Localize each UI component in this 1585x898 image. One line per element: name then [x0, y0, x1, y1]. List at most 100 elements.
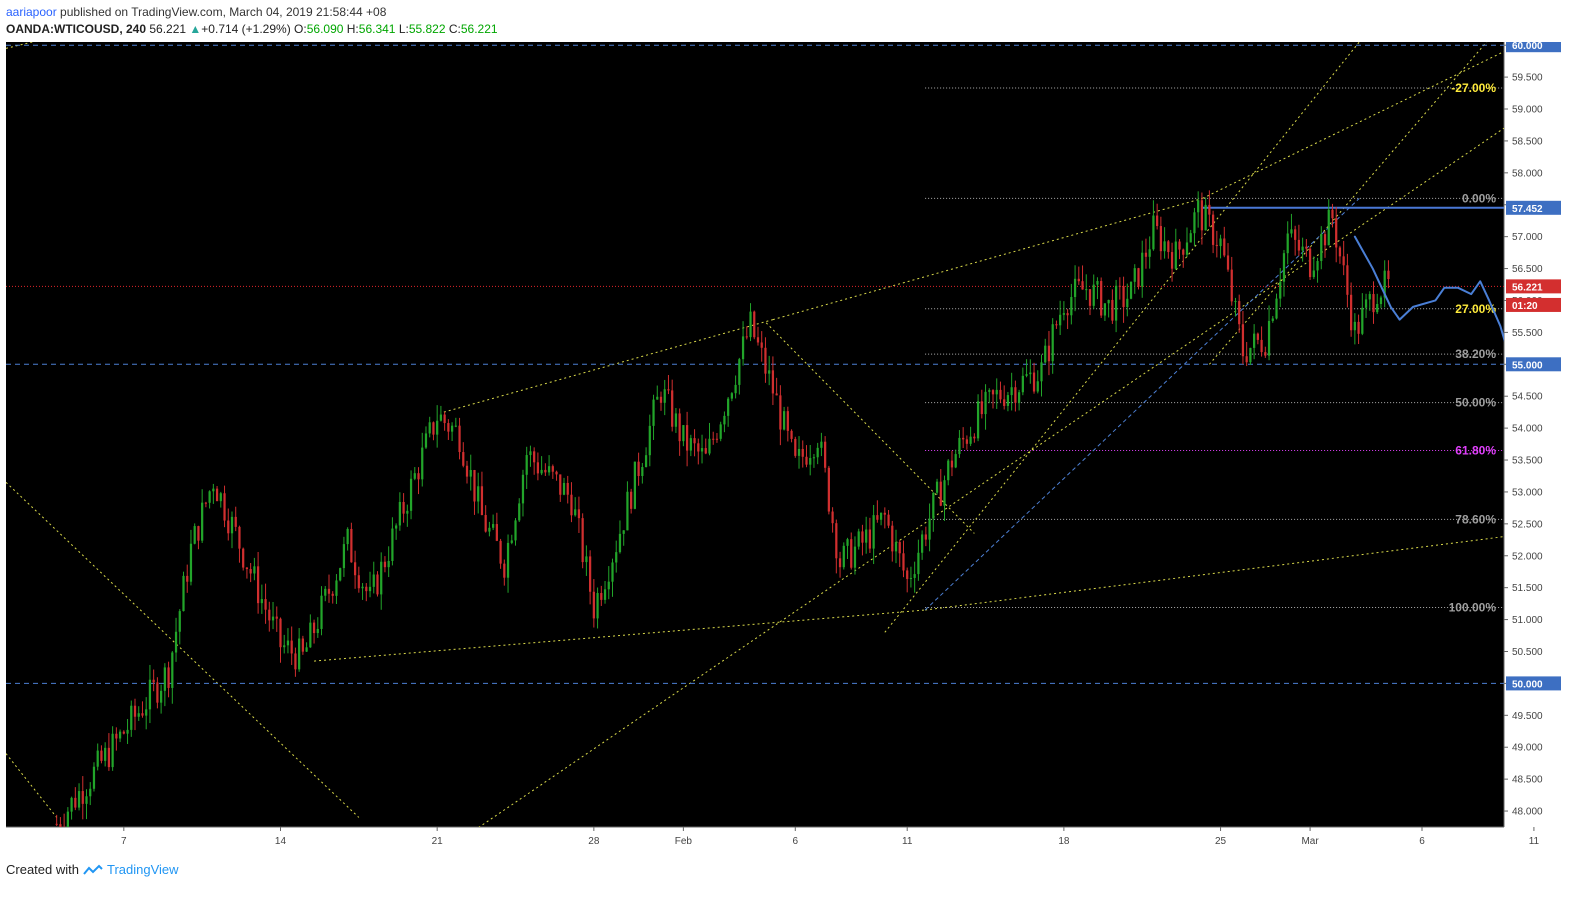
- candle-body: [249, 569, 252, 574]
- candle-body: [421, 447, 424, 480]
- candle-body: [756, 337, 760, 343]
- fib-trend-line: [924, 197, 1360, 611]
- candle-body: [723, 415, 726, 425]
- candle-body: [346, 528, 349, 545]
- candle-body: [253, 566, 256, 574]
- candle-body: [301, 638, 304, 652]
- candle-body: [454, 425, 457, 427]
- candle-body: [857, 531, 860, 547]
- trend-line: [6, 42, 35, 49]
- candle-body: [663, 389, 666, 403]
- candle-body: [327, 588, 331, 594]
- candle-body: [1047, 345, 1051, 362]
- chart-container[interactable]: 60.00059.50059.00058.50058.00057.50057.0…: [0, 38, 1563, 854]
- created-with-label: Created with: [6, 862, 79, 877]
- candle-body: [924, 534, 927, 540]
- y-tick-label: 48.500: [1512, 775, 1543, 786]
- candle-body: [294, 653, 297, 670]
- candle-body: [495, 524, 498, 541]
- candle-body: [965, 439, 969, 444]
- candle-body: [1044, 345, 1047, 363]
- candle-body: [891, 525, 894, 552]
- candle-body: [320, 595, 323, 629]
- candle-body: [227, 520, 230, 534]
- close-label: C:: [448, 22, 461, 36]
- price-marker-label: 55.000: [1512, 360, 1543, 371]
- candle-body: [1312, 270, 1315, 278]
- tradingview-brand[interactable]: TradingView: [106, 862, 179, 877]
- candle-body: [230, 516, 234, 534]
- candle-body: [242, 548, 245, 568]
- candle-body: [779, 395, 782, 430]
- candle-body: [1323, 234, 1327, 246]
- x-tick-label: 6: [793, 836, 799, 847]
- last-price: 56.221: [149, 22, 187, 36]
- candle-body: [1193, 212, 1196, 234]
- candle-body: [1025, 374, 1028, 376]
- candle-body: [152, 679, 155, 683]
- candle-body: [283, 645, 286, 648]
- candle-body: [1271, 318, 1274, 321]
- candle-body: [577, 509, 581, 519]
- candle-body: [853, 546, 857, 568]
- candle-body: [186, 575, 189, 582]
- candle-body: [521, 474, 525, 504]
- candle-body: [96, 750, 99, 767]
- candle-body: [376, 574, 379, 595]
- candle-body: [443, 414, 446, 424]
- candle-body: [219, 493, 222, 502]
- candle-body: [1055, 324, 1058, 326]
- candle-body: [771, 370, 775, 394]
- y-tick-label: 59.000: [1512, 105, 1543, 116]
- candle-body: [223, 493, 226, 521]
- candle-body: [1107, 299, 1110, 304]
- candle-body: [137, 713, 140, 717]
- candle-body: [585, 556, 588, 563]
- y-tick-label: 58.500: [1512, 136, 1543, 147]
- candle-body: [685, 425, 689, 451]
- candle-body: [1133, 268, 1136, 282]
- candle-body: [976, 401, 980, 439]
- time-axis-panel: [6, 827, 1504, 854]
- candle-body: [700, 448, 704, 452]
- fib-level-label: 50.00%: [1455, 396, 1496, 410]
- price-chart[interactable]: 60.00059.50059.00058.50058.00057.50057.0…: [0, 38, 1563, 854]
- candle-body: [659, 396, 663, 403]
- candle-body: [831, 511, 834, 524]
- y-tick-label: 53.000: [1512, 487, 1543, 498]
- candle-body: [473, 469, 476, 502]
- candle-body: [913, 574, 916, 578]
- candle-body: [174, 631, 178, 653]
- author-link[interactable]: aariapoor: [6, 5, 57, 19]
- candle-body: [1353, 321, 1356, 331]
- trend-line: [314, 609, 926, 662]
- footer: Created with TradingView: [6, 862, 179, 877]
- candle-body: [641, 467, 644, 477]
- candle-body: [145, 709, 148, 716]
- candle-body: [1021, 375, 1024, 393]
- candle-body: [1189, 233, 1192, 243]
- candle-body: [570, 494, 573, 516]
- candle-body: [962, 437, 965, 440]
- candle-body: [1226, 255, 1230, 270]
- price-marker-bg: [1506, 297, 1561, 312]
- candle-body: [85, 796, 88, 804]
- y-tick-label: 52.000: [1512, 551, 1543, 562]
- candle-body: [1118, 285, 1121, 287]
- y-tick-label: 54.500: [1512, 392, 1543, 403]
- candle-body: [693, 438, 696, 444]
- candle-body: [861, 531, 864, 543]
- candle-body: [1129, 281, 1133, 299]
- candle-body: [1088, 289, 1092, 306]
- candle-body: [353, 562, 357, 576]
- candle-body: [932, 492, 935, 519]
- candle-body: [1294, 229, 1297, 240]
- fib-level-label: -27.00%: [1451, 81, 1496, 95]
- y-tick-label: 49.000: [1512, 743, 1543, 754]
- candle-body: [70, 797, 73, 812]
- candle-body: [1163, 241, 1166, 252]
- candle-body: [245, 567, 249, 570]
- y-tick-label: 57.000: [1512, 232, 1543, 243]
- candle-body: [902, 553, 905, 571]
- candle-body: [950, 460, 954, 468]
